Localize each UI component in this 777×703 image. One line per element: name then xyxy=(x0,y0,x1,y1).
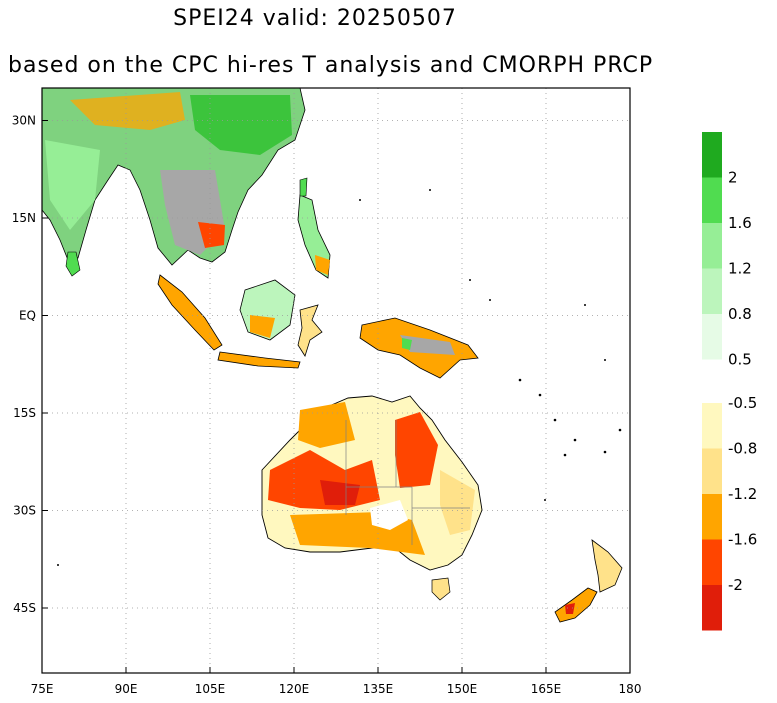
colorbar-swatch-wet xyxy=(702,268,722,314)
wet-patch-china xyxy=(190,95,292,155)
land-new-zealand-south xyxy=(554,587,598,623)
dry-patch-australia-6 xyxy=(320,480,360,505)
y-tick-label: 45S xyxy=(13,601,36,615)
land-philippines xyxy=(297,194,331,279)
colorbar-swatch-dry xyxy=(702,539,722,585)
colorbar-label-dry: -2 xyxy=(728,576,743,594)
colorbar-swatch-wet xyxy=(702,132,722,178)
sri-lanka xyxy=(65,251,81,277)
pacific-islands xyxy=(57,189,622,566)
white-patch-lake-eyre xyxy=(370,500,408,530)
colorbar-swatch-dry xyxy=(702,585,722,631)
colorbar-label-dry: -1.2 xyxy=(728,485,757,503)
colorbar-label-wet: 0.8 xyxy=(728,305,752,323)
colorbar-swatch-wet xyxy=(702,223,722,269)
dry-patch-borneo xyxy=(250,315,275,338)
colorbar-swatch-dry xyxy=(702,403,722,449)
colorbar: 2 1.6 1.2 0.8 0.5 -0.5 -0.8 -1.2 -1.6 -2 xyxy=(702,132,757,631)
dry-patch-australia-2 xyxy=(395,412,438,488)
colorbar-label-wet: 0.5 xyxy=(728,351,752,369)
y-tick-label: 30S xyxy=(13,504,36,518)
land-taiwan xyxy=(299,177,308,197)
dry-patch-cambodia xyxy=(198,222,225,248)
x-tick-label: 135E xyxy=(363,682,394,696)
colorbar-label-wet: 1.6 xyxy=(728,214,752,232)
x-tick-label: 75E xyxy=(31,682,54,696)
y-tick-label: 15N xyxy=(12,211,36,225)
colorbar-swatch-wet xyxy=(702,314,722,360)
colorbar-label-dry: -0.8 xyxy=(728,440,757,458)
map-subtitle: based on the CPC hi-res T analysis and C… xyxy=(8,53,654,78)
state-borders xyxy=(345,420,470,545)
land-tasmania xyxy=(431,577,451,601)
dry-patch-australia-3 xyxy=(298,402,355,448)
dry-patch-nz xyxy=(565,603,575,614)
map-title: SPEI24 valid: 20250507 xyxy=(173,6,457,31)
dry-patch-philippines xyxy=(315,255,330,275)
wet-patch-new-guinea xyxy=(402,338,412,350)
colorbar-label-wet: 1.2 xyxy=(728,260,752,278)
colorbar-swatch-dry xyxy=(702,448,722,494)
x-tick-label: 165E xyxy=(531,682,562,696)
colorbar-label-dry: -1.6 xyxy=(728,531,757,549)
x-tick-label: 120E xyxy=(279,682,310,696)
x-tick-label: 180 xyxy=(619,682,642,696)
colorbar-swatch-wet xyxy=(702,177,722,223)
land-new-zealand-north xyxy=(591,539,623,593)
dry-patch-australia-5 xyxy=(440,470,475,535)
x-tick-label: 150E xyxy=(447,682,478,696)
x-tick-label: 90E xyxy=(115,682,138,696)
map-grid xyxy=(41,88,631,673)
colorbar-label-wet: 2 xyxy=(728,169,738,187)
dry-patch-tibet xyxy=(70,92,185,130)
land-sulawesi xyxy=(297,304,323,357)
map-frame xyxy=(41,87,631,674)
y-tick-label: 15S xyxy=(13,406,36,420)
colorbar-label-dry: -0.5 xyxy=(728,394,757,412)
map-content xyxy=(42,88,623,623)
colorbar-swatch-dry xyxy=(702,494,722,540)
y-tick-label: 30N xyxy=(12,114,36,128)
y-tick-label: EQ xyxy=(19,309,36,323)
land-sumatra xyxy=(157,274,223,351)
axis-labels: 75E 90E 105E 120E 135E 150E 165E 180 30N 15N EQ 15S… xyxy=(12,114,642,697)
wet-patch-india xyxy=(45,140,100,230)
gray-patch-new-guinea xyxy=(400,335,455,355)
land-java xyxy=(217,351,301,369)
x-tick-label: 105E xyxy=(195,682,226,696)
